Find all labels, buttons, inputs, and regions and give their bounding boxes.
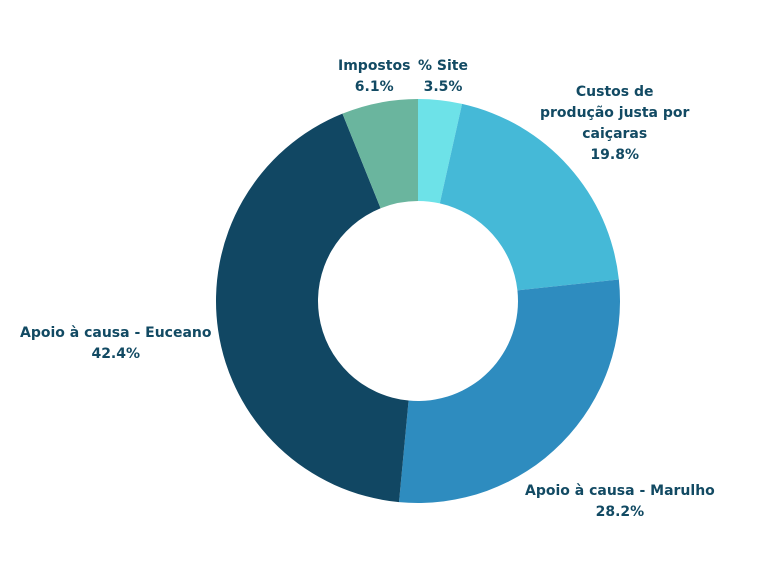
label-value: 28.2%	[595, 504, 645, 520]
label-site: % Site 3.5%	[418, 56, 468, 98]
label-value: 3.5%	[423, 79, 463, 95]
label-euceano: Apoio à causa - Euceano 42.4%	[20, 323, 212, 365]
slice-custos-de-produ-o-justa-por-cai-aras	[439, 103, 619, 291]
slice-impostos	[342, 99, 418, 209]
label-text: Impostos	[338, 58, 411, 74]
label-value: 6.1%	[354, 79, 394, 95]
label-text: Custos de	[575, 84, 654, 100]
slice-apoio-causa-euceano	[215, 113, 409, 503]
label-custos: Custos de produção justa por caiçaras 19…	[540, 82, 689, 166]
label-text: Apoio à causa - Marulho	[525, 483, 715, 499]
label-text: % Site	[418, 58, 468, 74]
slice-apoio-causa-marulho	[398, 279, 620, 504]
label-text: caiçaras	[582, 126, 648, 142]
slice-site	[418, 99, 463, 204]
label-text: produção justa por	[540, 105, 690, 121]
label-text: Apoio à causa - Euceano	[20, 325, 212, 341]
label-value: 42.4%	[91, 346, 141, 362]
label-value: 19.8%	[590, 147, 639, 163]
label-impostos: Impostos 6.1%	[338, 56, 410, 98]
label-marulho: Apoio à causa - Marulho 28.2%	[525, 481, 715, 523]
